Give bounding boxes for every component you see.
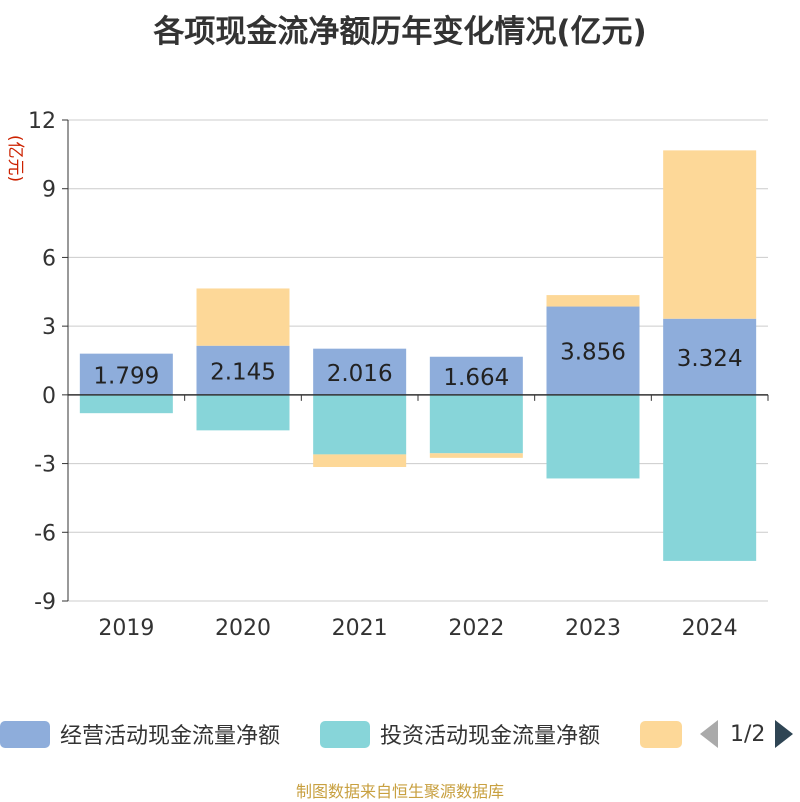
legend-swatch-financing bbox=[640, 720, 682, 748]
bar-financing bbox=[429, 453, 523, 458]
bar-investing bbox=[546, 394, 640, 479]
bar-operating bbox=[313, 348, 407, 395]
bar-investing bbox=[313, 394, 407, 455]
legend-page-indicator: 1/2 bbox=[730, 721, 766, 747]
y-tick-label: -3 bbox=[34, 453, 56, 478]
data-label: 1.799 bbox=[93, 363, 159, 389]
legend-item-investing[interactable]: 投资活动现金流量净额 bbox=[320, 714, 600, 754]
next-page-arrow-icon[interactable] bbox=[775, 720, 794, 748]
bar-operating bbox=[663, 318, 757, 395]
bar-operating bbox=[429, 356, 523, 395]
bar-financing bbox=[313, 454, 407, 468]
legend-swatch-investing bbox=[320, 720, 370, 748]
legend-label-operating: 经营活动现金流量净额 bbox=[60, 724, 281, 749]
legend-swatch-operating bbox=[0, 720, 50, 748]
legend: 经营活动现金流量净额 投资活动现金流量净额 bbox=[0, 714, 800, 754]
previous-page-arrow-icon[interactable] bbox=[700, 720, 718, 748]
bar-investing bbox=[663, 394, 757, 561]
bar-investing bbox=[79, 394, 173, 414]
x-tick-label: 2019 bbox=[98, 616, 154, 641]
x-tick-label: 2024 bbox=[682, 616, 738, 641]
y-tick-label: 0 bbox=[42, 384, 56, 409]
y-tick-label: 9 bbox=[42, 178, 56, 203]
x-tick-label: 2021 bbox=[332, 616, 388, 641]
legend-item-operating[interactable]: 经营活动现金流量净额 bbox=[0, 714, 280, 754]
bar-financing bbox=[196, 288, 290, 346]
legend-item-financing[interactable] bbox=[640, 714, 682, 754]
legend-pager: 1/2 bbox=[700, 714, 794, 754]
bar-investing bbox=[429, 394, 523, 454]
chart-title: 各项现金流净额历年变化情况(亿元) bbox=[153, 14, 647, 50]
data-label: 2.016 bbox=[327, 361, 393, 387]
data-label: 3.324 bbox=[677, 346, 743, 372]
data-source-note: 制图数据来自恒生聚源数据库 bbox=[295, 782, 504, 801]
y-tick-label: -9 bbox=[34, 590, 56, 615]
bar-operating bbox=[79, 353, 173, 395]
data-label: 1.664 bbox=[443, 365, 509, 391]
data-label: 3.856 bbox=[560, 340, 626, 366]
y-tick-label: 12 bbox=[28, 109, 56, 134]
y-tick-label: 6 bbox=[42, 246, 56, 271]
x-tick-label: 2022 bbox=[448, 616, 504, 641]
bar-financing bbox=[546, 295, 640, 307]
data-label: 2.145 bbox=[210, 359, 276, 385]
y-tick-label: 3 bbox=[42, 315, 56, 340]
x-tick-label: 2020 bbox=[215, 616, 271, 641]
bar-operating bbox=[196, 345, 290, 395]
bar-financing bbox=[663, 150, 757, 319]
bar-operating bbox=[546, 306, 640, 395]
y-tick-label: -6 bbox=[34, 521, 56, 546]
x-tick-label: 2023 bbox=[565, 616, 621, 641]
legend-label-investing: 投资活动现金流量净额 bbox=[380, 724, 601, 749]
bar-investing bbox=[196, 394, 290, 431]
